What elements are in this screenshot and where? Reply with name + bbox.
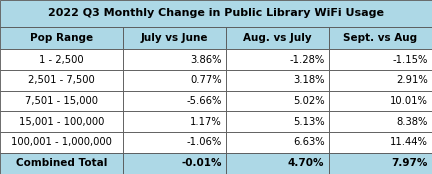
Text: 2.91%: 2.91% (396, 76, 428, 85)
Bar (0, 27, 123, 49)
Text: -5.66%: -5.66% (186, 96, 222, 106)
Bar (123, 153, 226, 174)
Text: 0.77%: 0.77% (190, 76, 222, 85)
Text: Aug. vs July: Aug. vs July (243, 33, 311, 43)
Bar (123, 70, 226, 91)
Text: -1.28%: -1.28% (289, 55, 324, 65)
Text: July vs June: July vs June (141, 33, 208, 43)
Text: 4.70%: 4.70% (288, 158, 324, 168)
Text: 3.18%: 3.18% (293, 76, 324, 85)
Bar (226, 70, 329, 91)
Bar (329, 153, 432, 174)
Text: 100,001 - 1,000,000: 100,001 - 1,000,000 (11, 137, 112, 148)
Bar (123, 132, 226, 153)
Bar (226, 27, 329, 49)
Bar (0, 70, 123, 91)
Bar (329, 27, 432, 49)
Bar (0, 112, 123, 132)
Text: 5.02%: 5.02% (293, 96, 324, 106)
Bar (226, 112, 329, 132)
Text: 7.97%: 7.97% (391, 158, 428, 168)
Bar (123, 49, 226, 70)
Bar (123, 112, 226, 132)
Text: Combined Total: Combined Total (16, 158, 107, 168)
Text: 8.38%: 8.38% (396, 117, 428, 127)
Bar (329, 112, 432, 132)
Bar (329, 70, 432, 91)
Bar (329, 91, 432, 112)
Text: -1.15%: -1.15% (392, 55, 428, 65)
Text: 5.13%: 5.13% (293, 117, 324, 127)
Text: -1.06%: -1.06% (186, 137, 222, 148)
Text: 15,001 - 100,000: 15,001 - 100,000 (19, 117, 104, 127)
Text: 10.01%: 10.01% (390, 96, 428, 106)
Text: 7,501 - 15,000: 7,501 - 15,000 (25, 96, 98, 106)
Bar (123, 91, 226, 112)
Text: 1 - 2,500: 1 - 2,500 (39, 55, 84, 65)
Text: 2,501 - 7,500: 2,501 - 7,500 (28, 76, 95, 85)
Text: 11.44%: 11.44% (390, 137, 428, 148)
Text: 1.17%: 1.17% (190, 117, 222, 127)
Text: Sept. vs Aug: Sept. vs Aug (343, 33, 417, 43)
Text: 6.63%: 6.63% (293, 137, 324, 148)
Bar (226, 91, 329, 112)
Bar (0, 91, 123, 112)
Text: Pop Range: Pop Range (30, 33, 93, 43)
Text: 3.86%: 3.86% (190, 55, 222, 65)
Bar (0, 49, 123, 70)
Text: 2022 Q3 Monthly Change in Public Library WiFi Usage: 2022 Q3 Monthly Change in Public Library… (48, 9, 384, 18)
Bar (0, 0, 432, 27)
Text: -0.01%: -0.01% (181, 158, 222, 168)
Bar (226, 132, 329, 153)
Bar (226, 153, 329, 174)
Bar (0, 153, 123, 174)
Bar (226, 49, 329, 70)
Bar (0, 132, 123, 153)
Bar (123, 27, 226, 49)
Bar (329, 132, 432, 153)
Bar (329, 49, 432, 70)
